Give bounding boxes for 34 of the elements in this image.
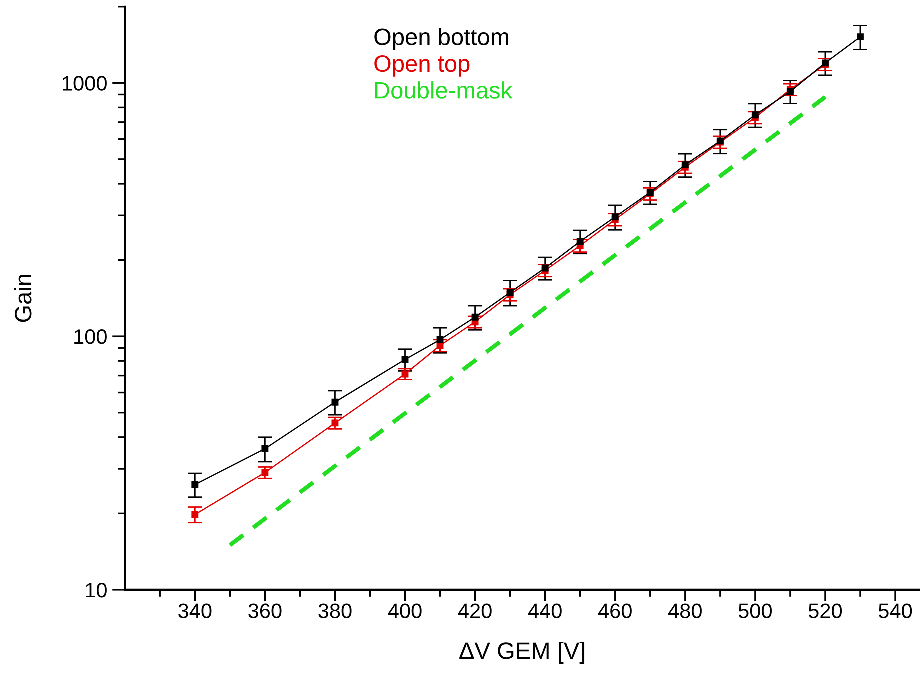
- text: Open bottom: [374, 28, 508, 50]
- y-tick-label: 100: [74, 330, 107, 344]
- point: [332, 398, 339, 406]
- point: [857, 34, 864, 41]
- x-tick-label: 540: [878, 604, 912, 618]
- x-tick-label: 460: [598, 604, 632, 618]
- x-tick-label: 360: [248, 604, 282, 618]
- point: [192, 481, 199, 488]
- point: [472, 314, 479, 321]
- x-tick-label: 420: [458, 604, 492, 618]
- y-tick-label: 10: [86, 582, 107, 598]
- point: [192, 511, 199, 518]
- x-tick-label: 400: [388, 604, 422, 618]
- point: [262, 469, 269, 476]
- point: [436, 336, 444, 344]
- point: [262, 446, 269, 452]
- text: Double-mask: [375, 82, 513, 99]
- point: [332, 420, 339, 427]
- point: [752, 112, 759, 119]
- x-tick-label: 340: [178, 604, 212, 618]
- x-axis-title: ΔV GEM [V]: [460, 642, 585, 664]
- text: Open top: [374, 55, 470, 77]
- x-tick-label: 500: [738, 604, 772, 618]
- point: [612, 214, 619, 221]
- x-tick-label: 520: [808, 604, 842, 618]
- point: [402, 356, 409, 364]
- y-axis-title: Gain: [14, 275, 32, 322]
- x-tick-label: 480: [668, 604, 702, 618]
- x-tick-label: 380: [318, 604, 352, 618]
- point: [402, 370, 409, 378]
- x-tick-label: 440: [528, 604, 562, 618]
- y-tick-label: 1000: [63, 76, 107, 91]
- point: [542, 264, 549, 272]
- point: [576, 238, 584, 246]
